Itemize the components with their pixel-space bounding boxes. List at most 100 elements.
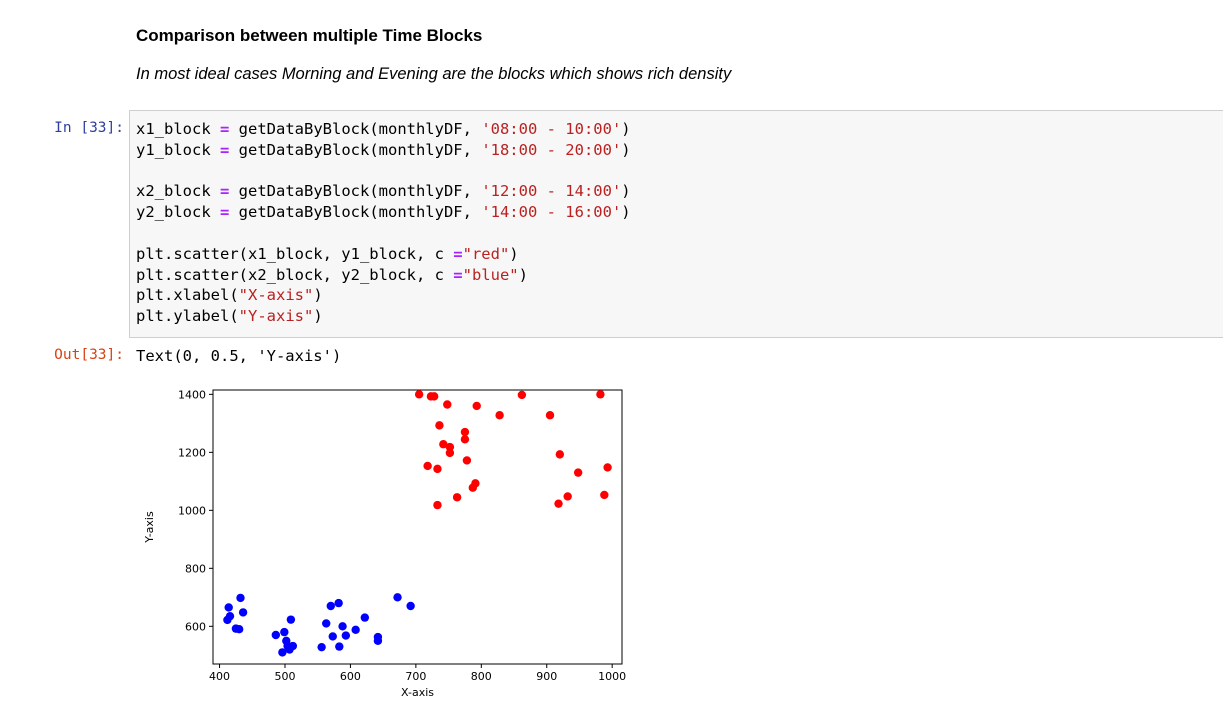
code-token: "Y-axis" [238,307,314,326]
scatter-point [460,427,470,437]
output-text: Text(0, 0.5, 'Y-axis') [136,347,342,365]
code-token: "red" [462,244,510,263]
code-line: plt.xlabel("X-axis") [136,286,323,304]
scatter-point [439,440,448,449]
scatter-point [545,411,555,420]
scatter-point [435,421,444,430]
scatter-point [460,435,470,444]
scatter-point [445,442,455,452]
code-line: x2_block = getDataByBlock(monthlyDF, '12… [136,182,631,200]
scatter-point [326,601,335,611]
code-token: = [453,265,463,284]
code-token: y1_block [136,140,220,159]
scatter-point [238,608,248,617]
scatter-point [563,492,572,501]
code-token: ) [621,182,631,201]
x-axis-label: X-axis [401,686,434,699]
code-token: '12:00 - 14:00' [481,182,622,201]
code-input-area[interactable]: x1_block = getDataByBlock(monthlyDF, '08… [129,110,1223,338]
scatter-point [495,411,504,420]
code-token: getDataByBlock(monthlyDF, [229,120,482,138]
scatter-point [280,627,289,637]
y-tick-label: 1400 [178,388,206,401]
code-line: plt.scatter(x2_block, y2_block, c ="blue… [136,266,528,284]
scatter-point [341,631,351,640]
code-line: plt.ylabel("Y-axis") [136,307,323,325]
y-tick-label: 1000 [178,504,206,517]
scatter-point [603,463,612,472]
scatter-point [462,456,472,465]
code-token: ) [518,265,528,284]
scatter-point [406,601,415,611]
code-token: ) [313,286,323,305]
plot-frame [212,389,623,665]
scatter-point [338,622,347,631]
y-tick-label: 600 [185,620,206,633]
scatter-point [328,632,337,641]
scatter-point [225,611,235,621]
scatter-point [351,625,360,634]
code-token: "blue" [462,265,519,284]
output-prompt: Out[33]: [54,347,124,363]
scatter-point [555,450,565,459]
scatter-point [452,493,462,502]
scatter-point [285,645,294,654]
code-token: y2_block [136,203,220,222]
markdown-heading: Comparison between multiple Time Blocks [136,26,483,45]
scatter-point [278,648,287,657]
code-token: getDataByBlock(monthlyDF, [229,182,482,201]
scatter-point [322,619,331,628]
code-token: '08:00 - 10:00' [481,120,622,138]
code-token: '18:00 - 20:00' [481,140,622,159]
scatter-point [433,464,442,474]
code-token: getDataByBlock(monthlyDF, [229,140,482,159]
code-token: '14:00 - 16:00' [481,203,622,222]
x-tick-label: 900 [536,670,557,683]
code-token: = [220,140,230,159]
scatter-point [286,615,296,624]
x-tick-label: 800 [471,670,492,683]
scatter-point [335,642,344,651]
scatter-point [554,499,563,508]
code-token: "X-axis" [238,286,314,305]
code-token: ) [621,120,631,138]
x-tick-label: 400 [209,670,230,683]
scatter-point [317,642,326,652]
code-token: plt.ylabel( [136,307,239,326]
code-token: x1_block [136,120,220,138]
code-token: ) [621,140,631,159]
scatter-point [334,598,343,608]
code-token: plt.xlabel( [136,286,239,305]
y-tick-label: 1200 [178,446,206,459]
scatter-point [472,401,481,411]
code-line: plt.scatter(x1_block, y1_block, c ="red"… [136,245,519,263]
x-tick-label: 600 [340,670,361,683]
code-token: = [220,120,230,138]
code-token: plt.scatter(x1_block, y1_block, c [136,244,454,263]
scatter-point [393,593,402,602]
code-token: = [453,244,463,263]
scatter-point [573,468,583,477]
code-token: ) [621,203,631,222]
x-tick-label: 1000 [598,670,626,683]
scatter-point [429,392,439,401]
markdown-subtitle: In most ideal cases Morning and Evening … [136,65,732,83]
scatter-point [443,400,452,409]
code-token: = [220,203,230,222]
y-tick-label: 800 [185,562,206,575]
code-token: plt.scatter(x2_block, y2_block, c [136,265,454,284]
scatter-point [433,500,442,510]
scatter-chart: 400 500 600 700 800 900 1000 600 800 1000 1200 1400… [143,388,626,699]
code-token: ) [313,307,323,326]
code-editor[interactable]: x1_block = getDataByBlock(monthlyDF, '08… [136,119,631,327]
code-token: getDataByBlock(monthlyDF, [229,203,482,222]
input-prompt: In [33]: [54,120,124,136]
scatter-point [423,461,432,471]
code-line: y1_block = getDataByBlock(monthlyDF, '18… [136,141,631,159]
scatter-point [373,636,383,646]
code-token: ) [509,244,519,263]
scatter-point [600,490,609,500]
scatter-point [224,603,233,612]
scatter-point [414,390,424,399]
code-token: x2_block [136,182,220,201]
